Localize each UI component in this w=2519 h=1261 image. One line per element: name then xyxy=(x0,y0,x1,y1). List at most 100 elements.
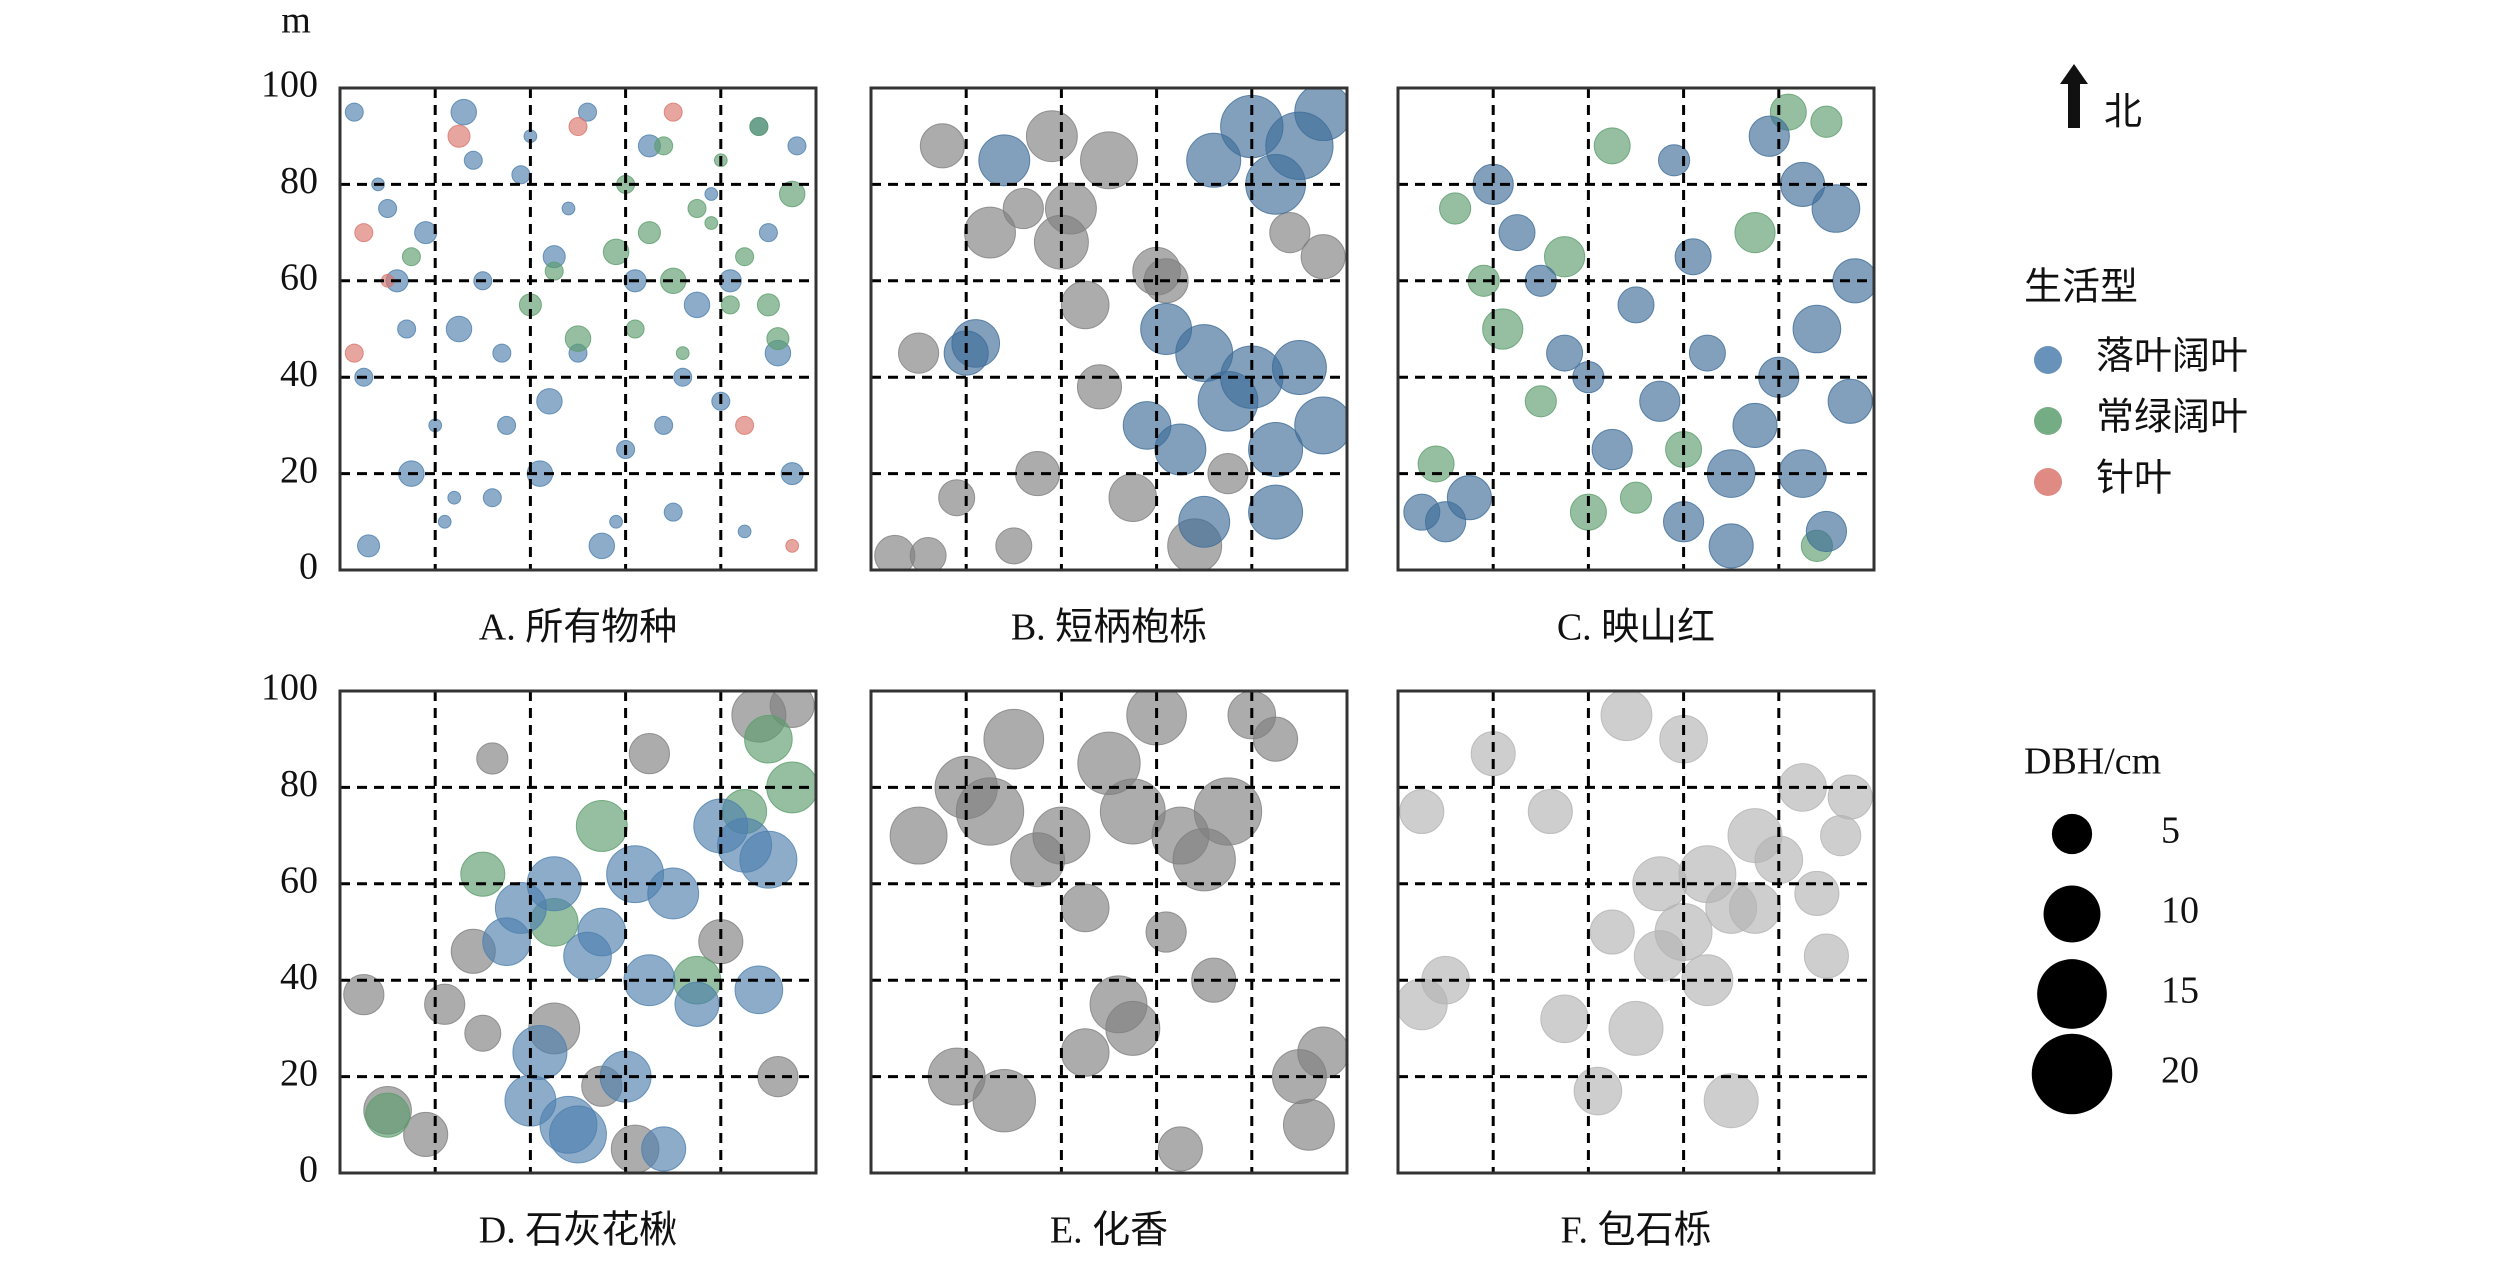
tree-point xyxy=(564,325,592,352)
tree-point xyxy=(909,537,947,570)
tree-point xyxy=(1810,105,1843,138)
legend-label: 落叶阔叶 xyxy=(2096,336,2248,378)
tree-point xyxy=(1811,184,1861,233)
size-legend-label: 20 xyxy=(2161,1050,2199,1092)
tree-point xyxy=(1593,127,1631,165)
tree-point xyxy=(1748,115,1790,157)
tree-point xyxy=(397,319,417,339)
size-legend-label: 15 xyxy=(2161,970,2199,1012)
tree-point xyxy=(663,502,683,522)
tree-point xyxy=(1089,975,1148,1034)
tree-point xyxy=(1734,211,1776,254)
y-tick-label: 0 xyxy=(299,546,318,588)
tree-point xyxy=(424,983,466,1025)
tree-point xyxy=(757,1055,799,1098)
tree-point xyxy=(1703,1073,1759,1129)
tree-point xyxy=(1044,182,1097,235)
tree-point xyxy=(568,117,588,137)
tree-point xyxy=(737,524,752,539)
tree-point xyxy=(1778,449,1827,498)
tree-point xyxy=(575,800,628,852)
tree-point xyxy=(1589,909,1635,955)
tree-point xyxy=(1482,308,1524,350)
panel-title: F. 包石栎 xyxy=(1560,1210,1711,1252)
tree-point xyxy=(1108,473,1158,523)
tree-point xyxy=(1792,304,1842,354)
tree-point xyxy=(628,733,671,775)
legend-label: 常绿阔叶 xyxy=(2096,397,2248,439)
tree-point xyxy=(1708,523,1754,569)
tree-point xyxy=(1178,495,1231,548)
tree-point xyxy=(955,777,1025,846)
tree-point xyxy=(354,223,374,243)
tree-point xyxy=(1732,402,1778,448)
tree-point xyxy=(647,867,700,920)
tree-point xyxy=(437,514,452,529)
tree-point xyxy=(588,532,616,560)
tree-point xyxy=(1591,428,1633,471)
tree-point xyxy=(1639,380,1681,422)
tree-point xyxy=(476,742,509,775)
tree-point xyxy=(1132,246,1181,296)
tree-point xyxy=(401,247,421,267)
size-legend-title: DBH/cm xyxy=(2024,741,2161,783)
tree-point xyxy=(492,343,512,363)
tree-point xyxy=(344,102,364,122)
y-tick-label: 40 xyxy=(280,353,318,395)
tree-point xyxy=(978,134,1031,187)
tree-point xyxy=(778,180,806,208)
tree-point xyxy=(549,1105,607,1164)
tree-point xyxy=(511,165,531,185)
tree-point xyxy=(683,291,711,319)
tree-point xyxy=(1470,731,1516,777)
tree-point xyxy=(1398,978,1448,1031)
tree-point xyxy=(1248,484,1304,540)
tree-point xyxy=(1157,1126,1203,1172)
tree-point xyxy=(1546,334,1584,372)
tree-point xyxy=(785,539,800,553)
y-tick-label: 20 xyxy=(280,449,318,491)
tree-point xyxy=(766,327,790,351)
tree-point xyxy=(536,388,563,415)
tree-point xyxy=(1002,187,1044,230)
tree-point xyxy=(1794,870,1840,916)
north-arrow xyxy=(2060,64,2088,128)
tree-point xyxy=(1617,286,1655,324)
panel xyxy=(344,98,807,560)
tree-point xyxy=(1015,451,1061,497)
y-tick-label: 80 xyxy=(280,763,318,805)
tree-point xyxy=(1832,258,1874,304)
tree-point xyxy=(1417,445,1455,483)
y-tick-label: 0 xyxy=(299,1149,318,1191)
panel-frame xyxy=(1396,86,1876,572)
tree-point xyxy=(1300,234,1346,280)
tree-point xyxy=(1678,845,1737,904)
tree-point xyxy=(544,261,564,281)
tree-point xyxy=(1080,131,1138,190)
tree-point xyxy=(365,1092,411,1138)
tree-point xyxy=(1659,714,1708,764)
tree-point xyxy=(720,295,740,315)
tree-point xyxy=(445,315,473,343)
tree-point xyxy=(482,917,531,966)
tree-point xyxy=(625,319,645,339)
tree-point xyxy=(1600,691,1653,742)
tree-point xyxy=(897,332,940,374)
tree-point xyxy=(1294,88,1347,142)
panel-frame xyxy=(338,689,818,1175)
tree-point xyxy=(938,479,976,517)
tree-point xyxy=(1060,1028,1110,1077)
tree-point xyxy=(1657,144,1691,177)
y-tick-label: 60 xyxy=(280,257,318,299)
tree-point xyxy=(637,221,661,245)
tree-point xyxy=(563,931,612,981)
panel-frame xyxy=(869,689,1349,1175)
y-tick-label: 60 xyxy=(280,860,318,902)
tree-point xyxy=(1674,238,1712,276)
tree-point xyxy=(749,117,769,137)
y-tick-label: 80 xyxy=(280,160,318,202)
tree-point xyxy=(1543,236,1586,278)
tree-point xyxy=(983,708,1045,770)
tree-point xyxy=(1197,370,1259,432)
